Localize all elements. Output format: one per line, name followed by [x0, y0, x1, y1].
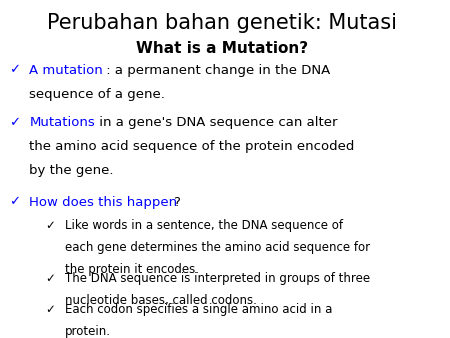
Text: : a permanent change in the DNA: : a permanent change in the DNA	[103, 64, 331, 77]
Text: ✓: ✓	[9, 116, 21, 129]
Text: each gene determines the amino acid sequence for: each gene determines the amino acid sequ…	[65, 241, 370, 254]
Text: ✓: ✓	[9, 196, 21, 209]
Text: Perubahan bahan genetik: Mutasi: Perubahan bahan genetik: Mutasi	[47, 13, 397, 33]
Text: sequence of a gene.: sequence of a gene.	[29, 88, 165, 101]
Text: by the gene.: by the gene.	[29, 164, 114, 177]
Text: How does this happen: How does this happen	[29, 196, 177, 209]
Text: ✓: ✓	[45, 219, 55, 232]
Text: ✓: ✓	[45, 272, 55, 285]
Text: the amino acid sequence of the protein encoded: the amino acid sequence of the protein e…	[29, 140, 355, 153]
Text: A mutation: A mutation	[29, 64, 103, 77]
Text: ✓: ✓	[45, 303, 55, 316]
Text: the protein it encodes.: the protein it encodes.	[65, 263, 199, 276]
Text: protein.: protein.	[65, 325, 111, 338]
Text: Mutations: Mutations	[29, 116, 95, 129]
Text: ?: ?	[173, 196, 180, 209]
Text: The DNA sequence is interpreted in groups of three: The DNA sequence is interpreted in group…	[65, 272, 370, 285]
Text: nucleotide bases, called codons.: nucleotide bases, called codons.	[65, 294, 256, 308]
Text: Like words in a sentence, the DNA sequence of: Like words in a sentence, the DNA sequen…	[65, 219, 343, 232]
Text: in a gene's DNA sequence can alter: in a gene's DNA sequence can alter	[95, 116, 338, 129]
Text: ✓: ✓	[9, 64, 21, 77]
Text: What is a Mutation?: What is a Mutation?	[136, 41, 308, 56]
Text: Each codon specifies a single amino acid in a: Each codon specifies a single amino acid…	[65, 303, 332, 316]
